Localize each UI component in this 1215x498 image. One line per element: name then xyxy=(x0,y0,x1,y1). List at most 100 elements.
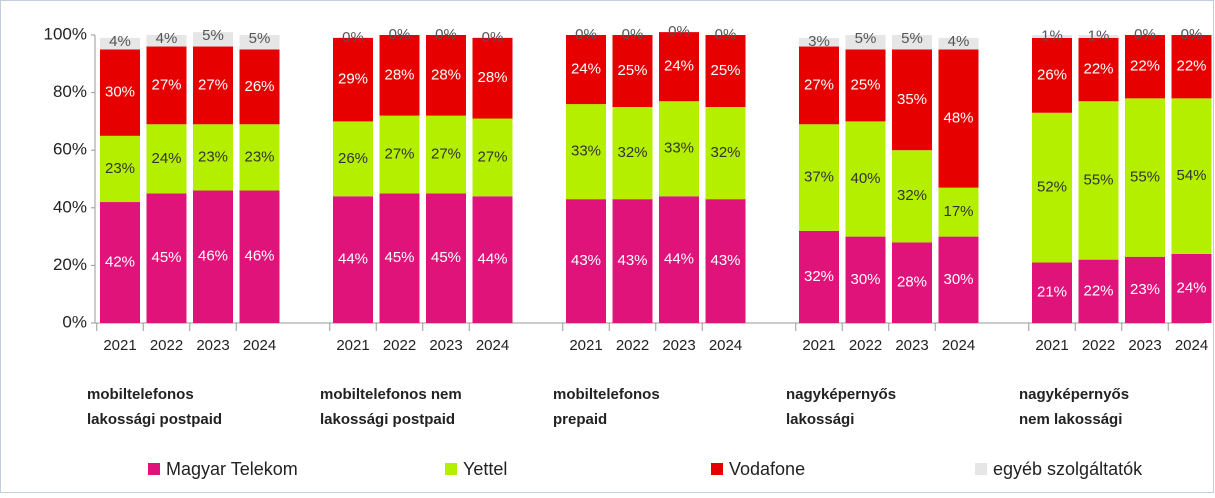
bar-segment xyxy=(566,104,606,200)
data-label: 27% xyxy=(477,148,507,165)
group-label: lakossági xyxy=(786,411,854,428)
data-label: 27% xyxy=(151,76,181,93)
bar-segment xyxy=(612,107,653,200)
data-label: 40% xyxy=(850,170,880,187)
data-label: 27% xyxy=(384,145,414,162)
bar-segment xyxy=(239,35,280,50)
data-label: 27% xyxy=(198,76,228,93)
group-label: prepaid xyxy=(553,411,607,428)
bar-segment xyxy=(472,37,513,119)
bar-segment xyxy=(426,115,466,194)
bar-segment xyxy=(566,199,606,323)
bar-segment xyxy=(799,46,839,125)
data-label: 33% xyxy=(571,143,601,160)
data-label: 22% xyxy=(1176,58,1206,75)
bar-segment xyxy=(472,196,513,323)
data-label: 33% xyxy=(664,140,694,157)
data-label: 4% xyxy=(948,33,970,50)
legend-swatch xyxy=(711,463,723,475)
bar-segment xyxy=(239,49,280,125)
data-label: 25% xyxy=(850,76,880,93)
bar-segment xyxy=(1032,37,1072,113)
data-label: 5% xyxy=(901,30,923,47)
bar-segment xyxy=(1078,35,1119,38)
data-label: 24% xyxy=(151,150,181,167)
data-label: 5% xyxy=(855,30,877,47)
data-label: 32% xyxy=(804,268,834,285)
group-label: lakossági postpaid xyxy=(87,411,222,428)
bar-segment xyxy=(146,193,187,323)
legend-label: egyéb szolgáltatók xyxy=(993,459,1143,479)
x-tick-label: 2022 xyxy=(1082,337,1115,354)
x-tick-label: 2024 xyxy=(476,337,509,354)
data-label: 26% xyxy=(244,78,274,95)
data-label: 23% xyxy=(105,160,135,177)
x-tick-label: 2022 xyxy=(616,337,649,354)
bar-segment xyxy=(146,46,187,125)
data-label: 22% xyxy=(1083,61,1113,78)
x-tick-label: 2023 xyxy=(429,337,462,354)
bar-segment xyxy=(100,135,140,203)
bar-segment xyxy=(1078,37,1119,102)
data-label: 4% xyxy=(156,30,178,47)
legend-swatch xyxy=(445,463,457,475)
bar-segment xyxy=(1125,256,1165,323)
bar-segment xyxy=(1032,262,1072,323)
legend-label: Vodafone xyxy=(729,459,805,479)
data-label: 5% xyxy=(202,27,224,44)
data-label: 25% xyxy=(710,62,740,79)
x-tick-label: 2022 xyxy=(150,337,183,354)
data-label: 54% xyxy=(1176,167,1206,184)
data-label: 30% xyxy=(850,271,880,288)
bar-segment xyxy=(845,121,886,237)
bar-segment xyxy=(193,46,233,125)
data-label: 28% xyxy=(384,66,414,83)
group-label: nagyképernyős xyxy=(1019,386,1129,403)
data-label: 1% xyxy=(1041,27,1063,44)
data-label: 4% xyxy=(109,33,131,50)
data-label: 45% xyxy=(151,249,181,266)
bar-segment xyxy=(845,236,886,323)
x-tick-label: 2024 xyxy=(1175,337,1208,354)
data-label: 43% xyxy=(617,252,647,269)
bar-segment xyxy=(333,37,373,122)
x-tick-label: 2024 xyxy=(709,337,742,354)
bar-segment xyxy=(472,118,513,197)
bar-segment xyxy=(659,101,699,197)
data-label: 0% xyxy=(342,29,364,46)
data-label: 17% xyxy=(943,203,973,220)
bar-segment xyxy=(333,196,373,323)
bar-segment xyxy=(100,49,140,136)
x-tick-label: 2021 xyxy=(336,337,369,354)
data-label: 45% xyxy=(384,249,414,266)
bar-segment xyxy=(1078,101,1119,260)
bar-segment xyxy=(1171,98,1212,254)
bar-segment xyxy=(799,37,839,47)
data-label: 48% xyxy=(943,109,973,126)
data-label: 43% xyxy=(710,252,740,269)
bar-segment xyxy=(1078,259,1119,323)
bar-segment xyxy=(705,107,746,200)
data-label: 24% xyxy=(1176,279,1206,296)
bar-segment xyxy=(239,124,280,191)
data-label: 21% xyxy=(1037,284,1067,301)
bar-segment xyxy=(100,37,140,50)
data-label: 44% xyxy=(477,251,507,268)
legend-label: Magyar Telekom xyxy=(166,459,298,479)
bar-segment xyxy=(799,230,839,323)
data-label: 3% xyxy=(808,33,830,50)
bar-segment xyxy=(100,202,140,323)
bar-segment xyxy=(938,236,979,323)
data-label: 27% xyxy=(804,76,834,93)
group-label: lakossági postpaid xyxy=(320,411,455,428)
bar-segment xyxy=(426,35,466,116)
data-label: 0% xyxy=(435,26,457,43)
x-tick-label: 2021 xyxy=(569,337,602,354)
x-tick-label: 2023 xyxy=(196,337,229,354)
bar-segment xyxy=(193,32,233,47)
data-label: 0% xyxy=(482,29,504,46)
bar-segment xyxy=(1125,35,1165,99)
data-label: 28% xyxy=(477,69,507,86)
bar-segment xyxy=(1032,35,1072,38)
